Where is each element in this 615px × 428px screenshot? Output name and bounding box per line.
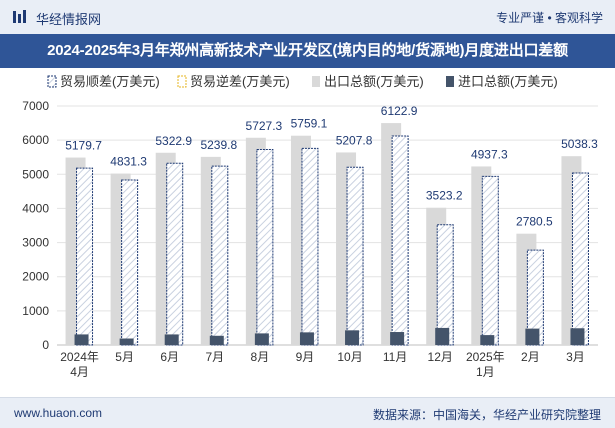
x-tick-label: 1月: [476, 365, 495, 379]
data-label: 6122.9: [381, 104, 418, 118]
legend-swatch-deficit: [177, 75, 187, 88]
surplus-bar: [301, 147, 319, 346]
legend-swatch-import: [446, 76, 454, 87]
y-tick-label: 3000: [22, 236, 49, 250]
import-bar: [74, 334, 89, 345]
import-bar: [390, 332, 405, 345]
top-header: 华经情报网 专业严谨 • 客观科学: [0, 0, 615, 35]
x-tick-label: 12月: [428, 350, 453, 364]
y-tick-label: 2000: [22, 270, 49, 284]
import-bar: [254, 333, 269, 345]
footer: www.huaon.com 数据来源：中国海关，华经产业研究院整理: [0, 397, 615, 428]
import-bar: [164, 334, 179, 345]
surplus-bar: [166, 162, 184, 346]
import-bar: [480, 335, 495, 345]
x-tick-label: 9月: [296, 350, 315, 364]
x-tick-label: 7月: [205, 350, 224, 364]
y-tick-label: 7000: [22, 99, 49, 113]
y-tick-label: 4000: [22, 201, 49, 215]
chart-title: 2024-2025年3月年郑州高新技术产业开发区(境内目的地/货源地)月度进出口…: [47, 42, 568, 59]
legend-swatch-surplus: [47, 75, 57, 88]
website-link[interactable]: www.huaon.com: [14, 406, 103, 420]
chart-area: 贸易顺差(万美元) 贸易逆差(万美元) 出口总额(万美元) 进口总额(万美元) 0 100…: [22, 74, 598, 379]
import-bar: [570, 328, 585, 345]
surplus-bar: [211, 165, 229, 346]
x-tick-label: 2月: [521, 350, 540, 364]
data-label: 5179.7: [65, 139, 102, 153]
legend-label: 贸易顺差(万美元): [60, 74, 160, 89]
y-tick-label: 6000: [22, 133, 49, 147]
data-label: 5727.3: [246, 119, 283, 133]
slogan: 专业严谨 • 客观科学: [496, 11, 603, 25]
data-label: 4937.3: [471, 147, 508, 161]
data-label: 5207.8: [336, 133, 373, 147]
x-tick-label: 6月: [160, 350, 179, 364]
data-label: 2780.5: [516, 215, 553, 229]
x-tick-label: 11月: [383, 350, 407, 364]
surplus-bar: [256, 148, 274, 346]
data-label: 3523.2: [426, 189, 463, 203]
surplus-bar: [571, 172, 589, 346]
data-label: 5038.3: [561, 137, 598, 151]
surplus-bar: [121, 179, 139, 346]
y-tick-label: 0: [42, 338, 49, 352]
data-label: 5322.9: [155, 134, 192, 148]
surplus-bar: [391, 135, 409, 346]
import-bar: [525, 328, 540, 345]
y-tick-label: 5000: [22, 167, 49, 181]
y-tick-label: 1000: [22, 304, 49, 318]
import-bar: [345, 330, 360, 345]
import-bar: [299, 332, 314, 345]
x-tick-label: 3月: [566, 350, 585, 364]
surplus-bar: [481, 175, 499, 346]
logo-icon: [13, 10, 26, 23]
legend-label: 出口总额(万美元): [324, 74, 424, 89]
legend-label: 贸易逆差(万美元): [190, 74, 290, 89]
x-tick-label: 4月: [70, 365, 89, 379]
import-bar: [435, 327, 450, 345]
x-tick-label: 2024年: [60, 350, 99, 364]
data-label: 5759.1: [291, 117, 328, 131]
data-label: 4831.3: [110, 155, 147, 169]
legend-swatch-export: [312, 76, 320, 87]
data-source: 数据来源：中国海关，华经产业研究院整理: [372, 408, 601, 422]
surplus-bar: [436, 224, 454, 346]
x-tick-label: 5月: [115, 350, 134, 364]
x-tick-label: 10月: [337, 350, 362, 364]
legend-label: 进口总额(万美元): [458, 74, 558, 89]
title-bar: 2024-2025年3月年郑州高新技术产业开发区(境内目的地/货源地)月度进出口…: [0, 34, 615, 68]
surplus-bar: [76, 167, 94, 346]
data-label: 5239.8: [200, 138, 237, 152]
brand-name: 华经情报网: [36, 12, 102, 27]
import-bar: [209, 335, 224, 345]
surplus-bar: [346, 166, 364, 346]
import-bar: [119, 338, 134, 345]
x-tick-label: 8月: [251, 350, 270, 364]
x-tick-label: 2025年: [466, 350, 505, 364]
